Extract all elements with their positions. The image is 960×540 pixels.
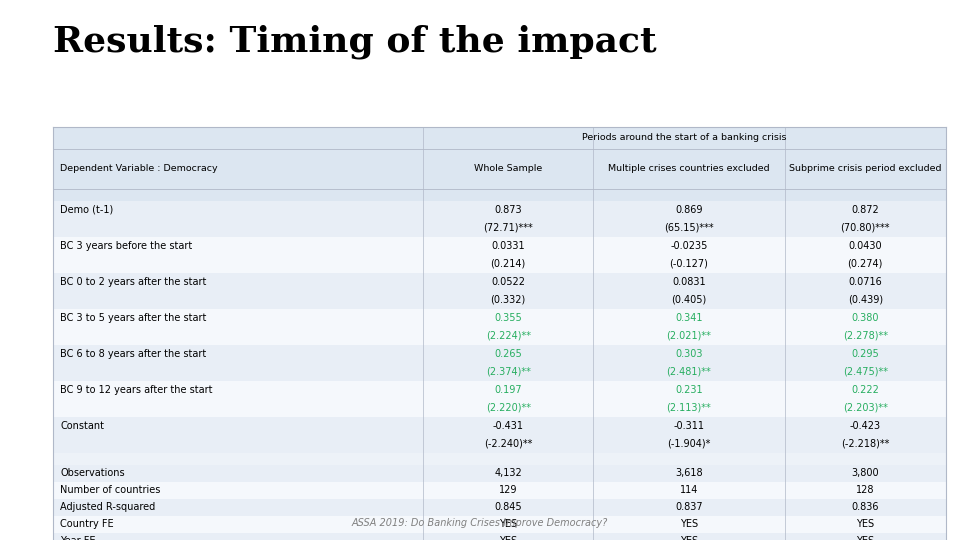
Text: (0.214): (0.214) — [491, 259, 526, 269]
Text: 0.873: 0.873 — [494, 205, 522, 215]
Text: 0.197: 0.197 — [494, 385, 522, 395]
Text: 0.265: 0.265 — [494, 349, 522, 359]
Text: (72.71)***: (72.71)*** — [483, 223, 533, 233]
Text: (2.113)**: (2.113)** — [666, 403, 711, 413]
Text: (2.220)**: (2.220)** — [486, 403, 531, 413]
Text: -0.311: -0.311 — [673, 421, 705, 431]
Text: Observations: Observations — [60, 468, 125, 478]
Text: (2.278)**: (2.278)** — [843, 331, 888, 341]
Text: (-1.904)*: (-1.904)* — [667, 439, 710, 449]
Text: (0.274): (0.274) — [848, 259, 883, 269]
Text: Demo (t-1): Demo (t-1) — [60, 205, 113, 215]
Text: BC 9 to 12 years after the start: BC 9 to 12 years after the start — [60, 385, 213, 395]
Text: 0.380: 0.380 — [852, 313, 879, 323]
Text: Constant: Constant — [60, 421, 105, 431]
Text: Periods around the start of a banking crisis: Periods around the start of a banking cr… — [582, 133, 786, 143]
Text: YES: YES — [680, 519, 698, 529]
Text: YES: YES — [499, 519, 517, 529]
Text: (2.021)**: (2.021)** — [666, 331, 711, 341]
Text: 0.845: 0.845 — [494, 502, 522, 512]
Text: Dependent Variable : Democracy: Dependent Variable : Democracy — [60, 164, 218, 173]
Text: ASSA 2019: Do Banking Crises Improve Democracy?: ASSA 2019: Do Banking Crises Improve Dem… — [352, 518, 608, 528]
Text: 0.341: 0.341 — [675, 313, 703, 323]
Text: 0.295: 0.295 — [852, 349, 879, 359]
Text: 3,800: 3,800 — [852, 468, 879, 478]
Text: 0.0331: 0.0331 — [492, 241, 525, 251]
Text: 0.231: 0.231 — [675, 385, 703, 395]
Text: 0.303: 0.303 — [675, 349, 703, 359]
Text: 0.222: 0.222 — [852, 385, 879, 395]
Text: 0.869: 0.869 — [675, 205, 703, 215]
Text: (0.439): (0.439) — [848, 295, 883, 305]
Text: (-0.127): (-0.127) — [669, 259, 708, 269]
Text: (70.80)***: (70.80)*** — [841, 223, 890, 233]
Text: BC 3 to 5 years after the start: BC 3 to 5 years after the start — [60, 313, 206, 323]
Text: 0.0831: 0.0831 — [672, 277, 706, 287]
Text: 0.872: 0.872 — [852, 205, 879, 215]
Text: Country FE: Country FE — [60, 519, 114, 529]
Text: (2.203)**: (2.203)** — [843, 403, 888, 413]
Text: (0.405): (0.405) — [671, 295, 707, 305]
Text: (-2.240)**: (-2.240)** — [484, 439, 532, 449]
Text: -0.0235: -0.0235 — [670, 241, 708, 251]
Text: 129: 129 — [499, 485, 517, 495]
Text: Subprime crisis period excluded: Subprime crisis period excluded — [789, 164, 942, 173]
Text: YES: YES — [856, 519, 875, 529]
Text: 0.355: 0.355 — [494, 313, 522, 323]
Text: 0.836: 0.836 — [852, 502, 879, 512]
Text: YES: YES — [680, 536, 698, 540]
Text: Multiple crises countries excluded: Multiple crises countries excluded — [608, 164, 770, 173]
Text: (0.332): (0.332) — [491, 295, 526, 305]
Text: 0.0430: 0.0430 — [849, 241, 882, 251]
Text: BC 0 to 2 years after the start: BC 0 to 2 years after the start — [60, 277, 206, 287]
Text: 4,132: 4,132 — [494, 468, 522, 478]
Text: YES: YES — [856, 536, 875, 540]
Text: BC 6 to 8 years after the start: BC 6 to 8 years after the start — [60, 349, 206, 359]
Text: Results: Timing of the impact: Results: Timing of the impact — [53, 24, 657, 59]
Text: 3,618: 3,618 — [675, 468, 703, 478]
Text: YES: YES — [499, 536, 517, 540]
Text: -0.431: -0.431 — [492, 421, 523, 431]
Text: 128: 128 — [856, 485, 875, 495]
Text: Adjusted R-squared: Adjusted R-squared — [60, 502, 156, 512]
Text: Whole Sample: Whole Sample — [474, 164, 542, 173]
Text: (2.481)**: (2.481)** — [666, 367, 711, 377]
Text: -0.423: -0.423 — [850, 421, 881, 431]
Text: (-2.218)**: (-2.218)** — [841, 439, 889, 449]
Text: 114: 114 — [680, 485, 698, 495]
Text: 0.837: 0.837 — [675, 502, 703, 512]
Text: BC 3 years before the start: BC 3 years before the start — [60, 241, 193, 251]
Text: (65.15)***: (65.15)*** — [664, 223, 713, 233]
Text: Year FE: Year FE — [60, 536, 96, 540]
Text: 0.0716: 0.0716 — [849, 277, 882, 287]
Text: (2.475)**: (2.475)** — [843, 367, 888, 377]
Text: Number of countries: Number of countries — [60, 485, 161, 495]
Text: (2.374)**: (2.374)** — [486, 367, 531, 377]
Text: 0.0522: 0.0522 — [492, 277, 525, 287]
Text: (2.224)**: (2.224)** — [486, 331, 531, 341]
